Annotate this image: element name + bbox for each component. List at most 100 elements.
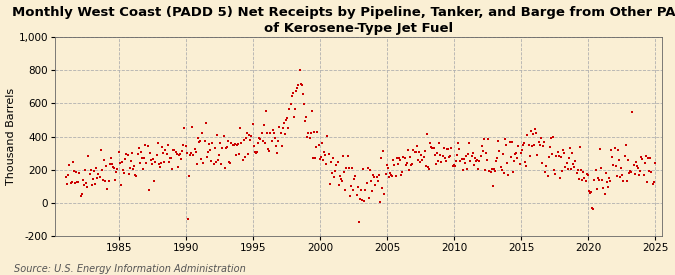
Point — [163, 160, 174, 164]
Point — [76, 191, 87, 196]
Point — [540, 170, 551, 175]
Point — [298, 92, 308, 96]
Point — [180, 144, 191, 149]
Point — [156, 161, 167, 165]
Point — [308, 155, 319, 160]
Point — [443, 147, 454, 151]
Point — [526, 144, 537, 148]
Point — [230, 153, 241, 157]
Point — [184, 174, 194, 178]
Point — [157, 145, 167, 149]
Point — [275, 131, 286, 135]
Point — [402, 148, 413, 152]
Point — [74, 171, 85, 176]
Point — [484, 169, 495, 173]
Point — [487, 183, 498, 188]
Point — [165, 156, 176, 160]
Point — [589, 178, 600, 183]
Point — [104, 162, 115, 167]
Point — [194, 140, 205, 144]
Point — [368, 173, 379, 177]
Point — [616, 166, 626, 170]
Point — [122, 153, 133, 157]
Point — [311, 145, 322, 150]
Point — [237, 158, 248, 162]
Point — [429, 153, 440, 157]
Point — [303, 131, 314, 136]
Point — [567, 151, 578, 155]
Point — [479, 136, 489, 141]
Point — [564, 156, 574, 161]
Point — [142, 143, 153, 148]
Point — [124, 172, 134, 176]
Point — [435, 153, 446, 157]
Point — [80, 168, 90, 172]
Point — [528, 131, 539, 136]
Point — [243, 152, 254, 156]
Point — [178, 143, 189, 147]
Point — [499, 171, 510, 175]
Point — [327, 156, 338, 160]
Point — [535, 136, 546, 140]
Point — [261, 109, 271, 113]
Point — [512, 156, 522, 160]
Point — [279, 131, 290, 136]
Point — [158, 151, 169, 155]
Point — [234, 152, 244, 156]
Point — [568, 162, 578, 167]
Point — [547, 135, 558, 139]
Point — [281, 117, 292, 122]
Point — [288, 115, 299, 119]
Point — [171, 152, 182, 156]
Point — [467, 151, 478, 155]
Point — [381, 163, 392, 167]
Point — [295, 82, 306, 86]
Point — [620, 143, 631, 147]
Point — [489, 169, 500, 173]
Point — [93, 172, 104, 176]
Point — [350, 174, 361, 178]
Point — [169, 147, 180, 152]
Point — [529, 143, 539, 147]
Point — [248, 144, 259, 149]
Point — [91, 165, 102, 170]
Point — [404, 167, 414, 172]
Point — [86, 183, 97, 188]
Point — [502, 160, 513, 165]
Point — [578, 170, 589, 174]
Point — [360, 187, 371, 192]
Point — [290, 107, 300, 112]
Point — [266, 139, 277, 143]
Point — [208, 162, 219, 167]
Point — [376, 156, 387, 160]
Point — [462, 166, 472, 171]
Point — [362, 166, 373, 170]
Point — [310, 156, 321, 160]
Point — [61, 175, 72, 180]
Point — [88, 177, 99, 181]
Point — [466, 154, 477, 158]
Point — [452, 153, 462, 157]
Point — [126, 158, 136, 163]
Point — [608, 163, 619, 167]
Point — [186, 151, 196, 155]
Point — [460, 154, 471, 158]
Point — [600, 170, 611, 175]
Point — [276, 144, 287, 148]
Point — [648, 179, 659, 184]
Point — [189, 147, 200, 151]
Point — [530, 127, 541, 131]
Point — [566, 167, 576, 171]
Point — [250, 149, 261, 154]
Point — [426, 145, 437, 149]
Point — [581, 172, 592, 176]
Point — [541, 164, 551, 169]
Point — [412, 158, 423, 162]
Point — [552, 149, 563, 154]
Point — [348, 188, 358, 192]
Point — [119, 170, 130, 175]
Point — [272, 151, 283, 155]
Point — [387, 174, 398, 178]
Point — [477, 149, 488, 153]
Point — [120, 156, 131, 161]
